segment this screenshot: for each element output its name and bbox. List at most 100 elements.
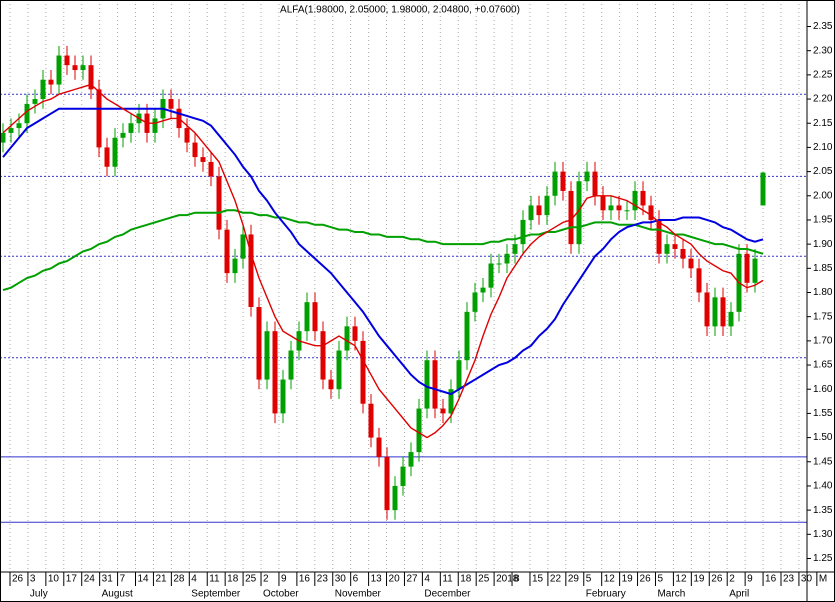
candle-body bbox=[376, 437, 382, 457]
y-tick-label: 1.75 bbox=[813, 311, 833, 322]
x-tick-label: 16 bbox=[299, 574, 311, 585]
candle-body bbox=[488, 263, 494, 288]
x-tick-label: 19 bbox=[693, 574, 705, 585]
y-tick-label: 1.60 bbox=[813, 384, 833, 395]
month-label: July bbox=[30, 589, 48, 600]
y-tick-label: 1.25 bbox=[813, 553, 833, 564]
candle-body bbox=[336, 350, 342, 390]
x-tick-label: 6 bbox=[353, 574, 359, 585]
candle-body bbox=[184, 128, 190, 143]
candle-body bbox=[280, 379, 286, 414]
candle-body bbox=[304, 302, 310, 332]
moving-average-line bbox=[2, 107, 764, 396]
candle-body bbox=[152, 118, 158, 133]
x-tick-label: 30 bbox=[801, 574, 813, 585]
candle-body bbox=[16, 123, 22, 129]
y-tick-label: 1.65 bbox=[813, 360, 833, 371]
candle-body bbox=[720, 297, 726, 327]
candle-body bbox=[432, 360, 438, 409]
plot-area bbox=[0, 0, 807, 572]
x-tick-label: 24 bbox=[84, 574, 96, 585]
x-tick-label: M bbox=[819, 574, 827, 585]
candle-body bbox=[104, 147, 110, 167]
x-tick-label: 9 bbox=[747, 574, 753, 585]
x-tick-label: 2 bbox=[729, 574, 735, 585]
candle-body bbox=[400, 466, 406, 486]
candle-body bbox=[752, 258, 758, 283]
x-tick-label: 23 bbox=[783, 574, 795, 585]
candle-body bbox=[256, 307, 262, 380]
x-tick-label: 5 bbox=[657, 574, 663, 585]
candle-body bbox=[536, 205, 542, 216]
candle-body bbox=[464, 311, 470, 361]
candle-body bbox=[32, 99, 38, 104]
x-tick-label: 11 bbox=[442, 574, 453, 585]
candle-body bbox=[96, 89, 102, 148]
y-tick-label: 2.20 bbox=[813, 94, 833, 105]
candle-body bbox=[344, 326, 350, 351]
x-tick-label: 27 bbox=[406, 574, 418, 585]
candle-body bbox=[112, 137, 118, 167]
candle-body bbox=[656, 219, 662, 254]
month-label: December bbox=[424, 589, 471, 600]
y-tick-label: 1.80 bbox=[813, 287, 833, 298]
candle-body bbox=[744, 253, 750, 283]
month-label: September bbox=[191, 589, 241, 600]
x-tick-label: 2 bbox=[263, 574, 269, 585]
x-tick-label: 18 bbox=[227, 574, 239, 585]
candle-body bbox=[384, 456, 390, 511]
candle-body bbox=[408, 452, 414, 467]
y-tick-label: 1.45 bbox=[813, 456, 833, 467]
y-tick-label: 1.70 bbox=[813, 336, 833, 347]
candle-body bbox=[472, 292, 478, 312]
x-tick-label: 2018 bbox=[496, 574, 519, 585]
candle-body bbox=[352, 326, 358, 341]
candle-body bbox=[648, 205, 654, 220]
candle-body bbox=[544, 195, 550, 216]
candle-body bbox=[120, 132, 126, 138]
y-tick-label: 2.25 bbox=[813, 70, 833, 81]
candle-body bbox=[608, 205, 614, 211]
candle-body bbox=[224, 229, 230, 274]
x-tick-label: 12 bbox=[604, 574, 616, 585]
x-tick-label: 12 bbox=[675, 574, 687, 585]
x-tick-label: 13 bbox=[371, 574, 383, 585]
candle-body bbox=[504, 253, 510, 264]
candle-body bbox=[448, 389, 454, 414]
y-tick-label: 2.15 bbox=[813, 118, 833, 129]
candle-body bbox=[440, 408, 446, 414]
candle-body bbox=[696, 268, 702, 293]
candle-body bbox=[0, 132, 6, 143]
candle-body bbox=[88, 65, 94, 90]
candle-body bbox=[216, 176, 222, 230]
candle-body bbox=[208, 161, 214, 177]
x-tick-label: 9 bbox=[281, 574, 287, 585]
candle-body bbox=[128, 123, 134, 133]
y-tick-label: 2.00 bbox=[813, 190, 833, 201]
candle-body bbox=[48, 79, 54, 85]
candle-body bbox=[288, 350, 294, 380]
candle-body bbox=[264, 331, 270, 380]
candle-body bbox=[632, 190, 638, 211]
x-tick-label: 22 bbox=[550, 574, 562, 585]
candle-body bbox=[760, 172, 766, 206]
y-tick-label: 2.10 bbox=[813, 142, 833, 153]
month-label: February bbox=[586, 589, 626, 600]
x-tick-label: 25 bbox=[245, 574, 257, 585]
y-tick-label: 2.35 bbox=[813, 21, 833, 32]
x-tick-label: 28 bbox=[173, 574, 185, 585]
candle-body bbox=[328, 379, 334, 390]
candle-body bbox=[576, 181, 582, 245]
candle-body bbox=[528, 205, 534, 220]
candle-body bbox=[456, 360, 462, 390]
candle-body bbox=[64, 55, 70, 66]
candle-body bbox=[392, 485, 398, 511]
candle-body bbox=[560, 171, 566, 191]
candle-body bbox=[688, 258, 694, 269]
month-label: August bbox=[102, 589, 133, 600]
candle-body bbox=[320, 331, 326, 380]
x-tick-label: 4 bbox=[424, 574, 430, 585]
candle-body bbox=[56, 55, 62, 85]
y-tick-label: 1.55 bbox=[813, 408, 833, 419]
